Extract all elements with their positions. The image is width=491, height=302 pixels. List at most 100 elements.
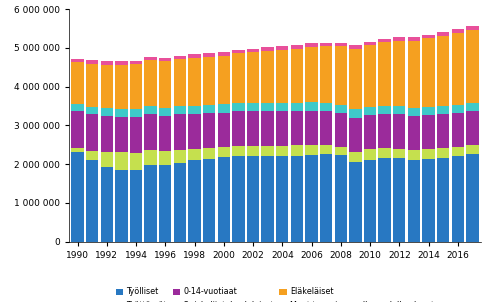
Bar [232,111,245,146]
Bar [189,114,201,149]
Bar [189,106,201,114]
Bar [364,149,376,160]
Bar [364,115,376,149]
Bar [71,104,84,111]
Bar [144,150,157,165]
Bar [320,103,332,111]
Bar [466,103,479,111]
Bar [320,111,332,146]
Bar [86,114,98,150]
Bar [393,37,406,41]
Bar [159,151,171,165]
Bar [349,49,361,109]
Bar [291,49,303,103]
Bar [422,115,435,149]
Bar [174,59,186,106]
Bar [437,148,449,158]
Bar [101,116,113,152]
Bar [174,114,186,150]
Bar [422,159,435,242]
Bar [203,113,216,148]
Bar [247,49,259,52]
Bar [437,36,449,106]
Bar [218,158,230,242]
Bar [189,149,201,160]
Bar [334,105,347,113]
Bar [144,57,157,60]
Bar [247,52,259,103]
Bar [232,50,245,53]
Bar [130,153,142,169]
Bar [115,170,128,242]
Bar [305,145,318,155]
Bar [189,54,201,58]
Bar [452,113,464,147]
Bar [364,107,376,115]
Bar [189,58,201,106]
Bar [144,60,157,106]
Bar [130,109,142,117]
Bar [452,104,464,113]
Bar [437,158,449,242]
Bar [452,29,464,33]
Bar [437,106,449,114]
Bar [203,105,216,113]
Bar [334,147,347,155]
Bar [393,158,406,242]
Bar [291,103,303,111]
Bar [408,116,420,150]
Bar [452,33,464,104]
Bar [101,61,113,65]
Bar [174,150,186,162]
Bar [291,111,303,146]
Bar [247,111,259,146]
Bar [174,162,186,242]
Bar [291,45,303,49]
Bar [422,38,435,107]
Bar [218,113,230,147]
Bar [320,46,332,103]
Bar [232,103,245,111]
Bar [101,167,113,242]
Bar [291,146,303,156]
Bar [159,165,171,242]
Bar [305,47,318,102]
Bar [115,117,128,153]
Bar [101,152,113,167]
Bar [159,61,171,108]
Bar [379,106,391,114]
Bar [452,156,464,242]
Bar [320,43,332,46]
Bar [276,146,289,156]
Bar [422,149,435,159]
Bar [393,149,406,158]
Bar [159,116,171,151]
Bar [101,65,113,108]
Bar [437,32,449,36]
Bar [115,65,128,109]
Bar [71,148,84,153]
Bar [393,41,406,106]
Bar [86,60,98,64]
Bar [203,159,216,242]
Bar [276,50,289,103]
Bar [291,156,303,242]
Bar [452,147,464,156]
Bar [466,154,479,242]
Bar [144,114,157,150]
Bar [159,57,171,61]
Bar [261,146,274,156]
Bar [203,53,216,57]
Bar [379,148,391,158]
Bar [276,46,289,50]
Bar [393,106,406,114]
Bar [320,146,332,154]
Bar [408,37,420,41]
Bar [408,41,420,108]
Bar [466,30,479,103]
Bar [422,107,435,115]
Bar [71,63,84,104]
Bar [101,108,113,116]
Bar [364,160,376,242]
Bar [261,47,274,51]
